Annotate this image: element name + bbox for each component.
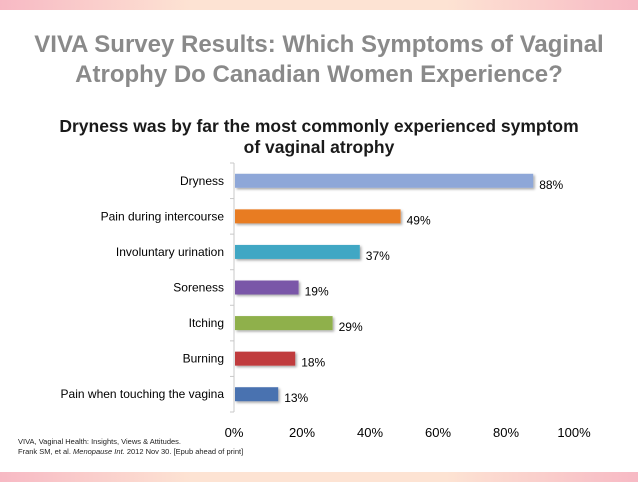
citation-footnote: VIVA, Vaginal Health: Insights, Views & … bbox=[18, 437, 243, 457]
value-label: 88% bbox=[539, 178, 563, 192]
citation-journal: Menopause Int. bbox=[73, 447, 125, 456]
x-tick-label: 100% bbox=[557, 425, 591, 440]
subtitle-line-2: of vaginal atrophy bbox=[243, 137, 395, 157]
bar-dryness bbox=[235, 173, 534, 188]
top-decorative-band bbox=[0, 0, 638, 10]
value-label: 29% bbox=[339, 320, 363, 334]
x-tick-label: 20% bbox=[289, 425, 315, 440]
page-title: VIVA Survey Results: Which Symptoms of V… bbox=[0, 30, 638, 90]
title-line-1: VIVA Survey Results: Which Symptoms of V… bbox=[34, 31, 604, 58]
citation-authors: Frank SM, et al. bbox=[18, 447, 74, 456]
bar-itching bbox=[235, 316, 333, 331]
category-label: Pain when touching the vagina bbox=[61, 387, 225, 401]
category-label: Pain during intercourse bbox=[101, 209, 225, 223]
value-label: 37% bbox=[366, 249, 390, 263]
value-label: 18% bbox=[301, 356, 325, 370]
value-label: 13% bbox=[284, 391, 308, 405]
bar-burning bbox=[235, 351, 296, 366]
category-label: Itching bbox=[189, 316, 224, 330]
category-label: Burning bbox=[183, 352, 224, 366]
category-label: Soreness bbox=[173, 281, 224, 295]
bar-pain-when-touching-the-vagina bbox=[235, 387, 279, 402]
citation-line-1: VIVA, Vaginal Health: Insights, Views & … bbox=[18, 437, 182, 446]
category-label: Dryness bbox=[180, 174, 224, 188]
bar-soreness bbox=[235, 280, 299, 295]
category-label: Involuntary urination bbox=[116, 245, 224, 259]
bar-involuntary-urination bbox=[235, 244, 360, 259]
bar-pain-during-intercourse bbox=[235, 209, 401, 224]
citation-line-2: Frank SM, et al. Menopause Int. 2012 Nov… bbox=[18, 447, 243, 457]
title-line-2: Atrophy Do Canadian Women Experience? bbox=[75, 61, 563, 88]
citation-date: 2012 Nov 30. [Epub ahead of print] bbox=[124, 447, 244, 456]
value-label: 49% bbox=[407, 213, 431, 227]
x-tick-label: 80% bbox=[493, 425, 519, 440]
x-tick-label: 0% bbox=[225, 425, 244, 440]
bottom-decorative-band bbox=[0, 472, 638, 482]
x-tick-label: 60% bbox=[425, 425, 451, 440]
x-tick-label: 40% bbox=[357, 425, 383, 440]
slide-subtitle: Dryness was by far the most commonly exp… bbox=[20, 116, 618, 158]
subtitle-line-1: Dryness was by far the most commonly exp… bbox=[59, 116, 579, 136]
value-label: 19% bbox=[305, 285, 329, 299]
